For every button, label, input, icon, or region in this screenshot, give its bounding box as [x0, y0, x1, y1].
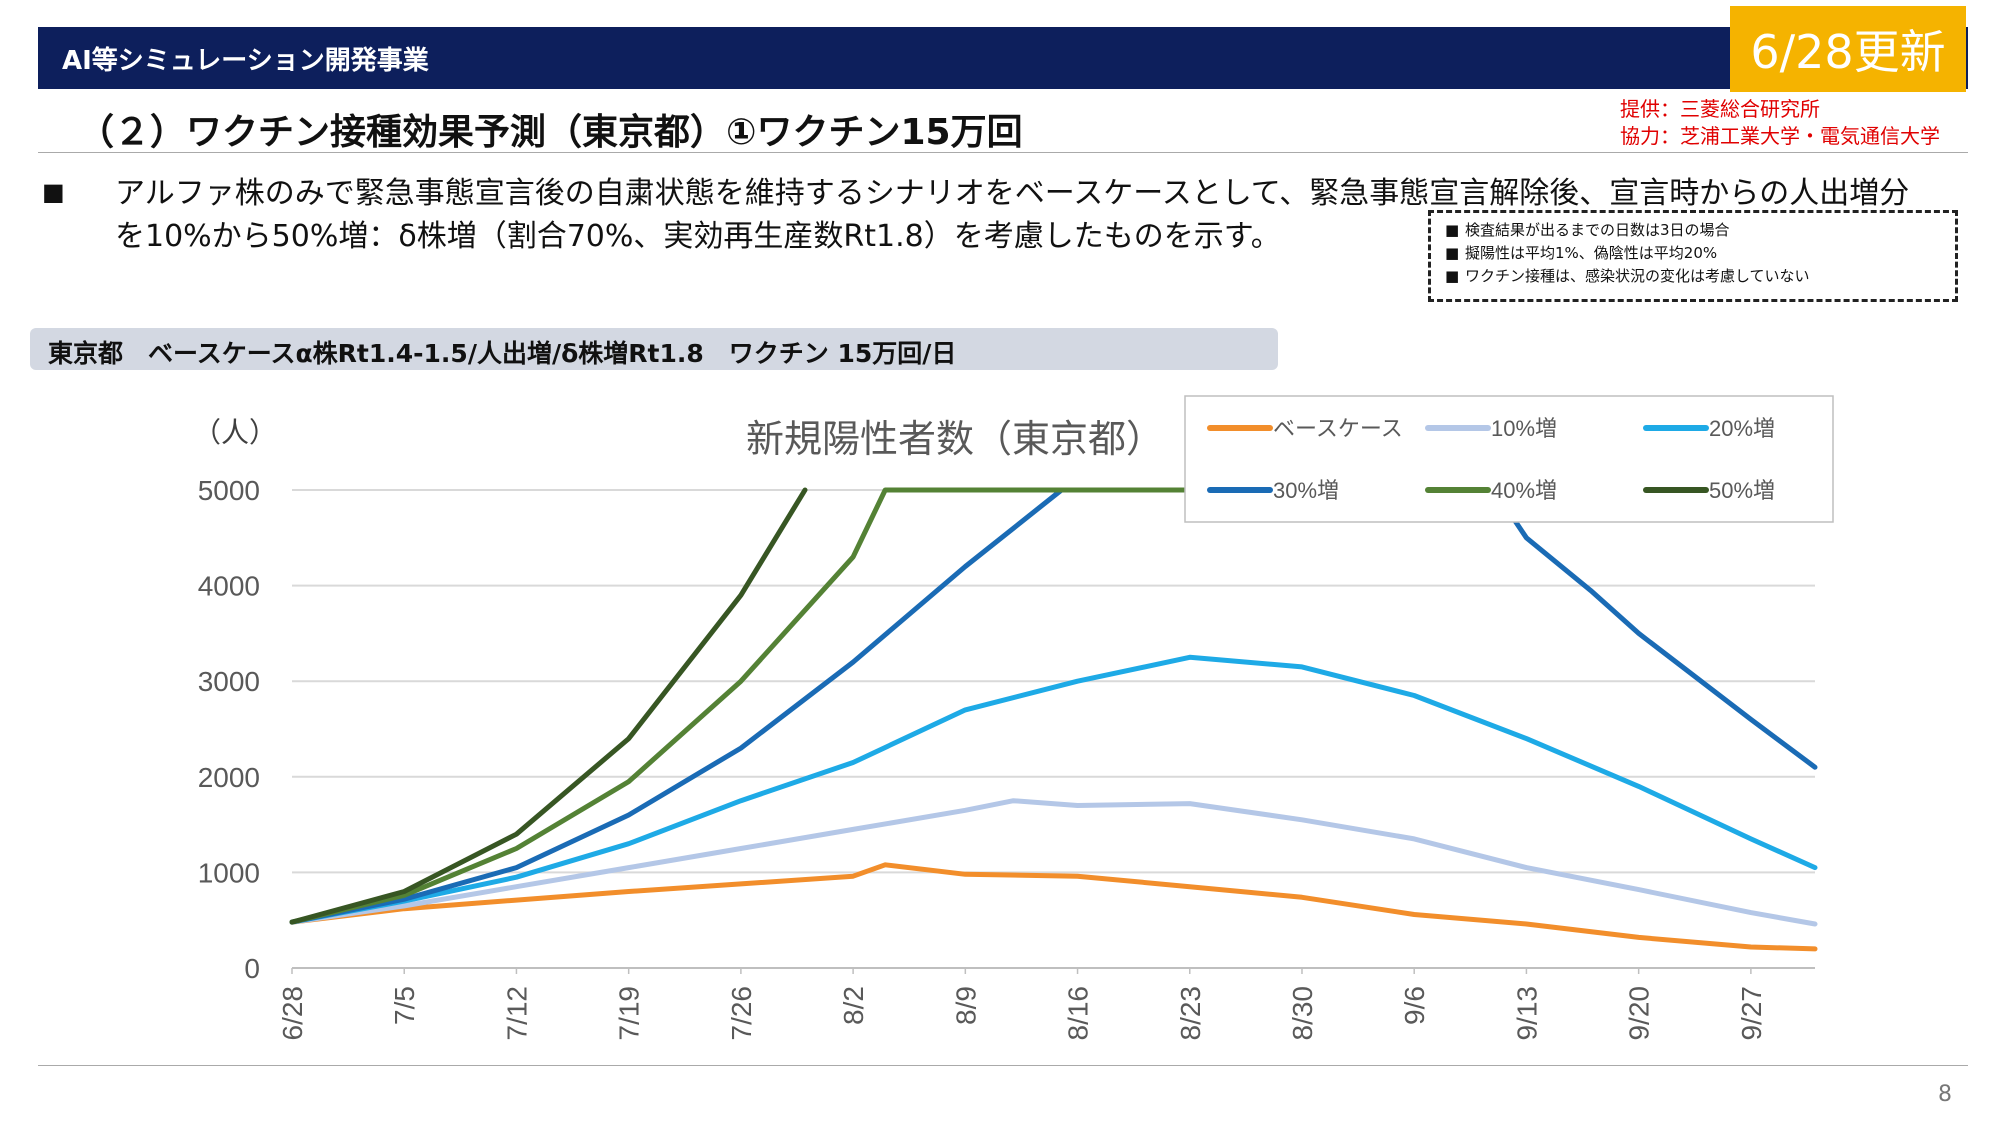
x-tick-label: 8/30 [1287, 986, 1318, 1041]
series-line [289, 654, 1818, 925]
x-tick-label: 7/26 [726, 986, 757, 1041]
legend-label: 20%増 [1709, 416, 1775, 441]
credits: 提供：三菱総合研究所 協力：芝浦工業大学・電気通信大学 [1620, 96, 1940, 150]
legend-label: 10%増 [1491, 416, 1557, 441]
credit-provider: 提供：三菱総合研究所 [1620, 97, 1820, 121]
legend-label: 40%増 [1491, 478, 1557, 503]
note-text: 擬陽性は平均1%、偽陰性は平均20% [1465, 244, 1718, 262]
header-title: AI等シミュレーション開発事業 [62, 46, 429, 76]
update-badge: 6/28更新 [1730, 6, 1966, 92]
series-line [289, 487, 808, 925]
x-tick-label: 9/13 [1511, 986, 1542, 1041]
note-bullet: ■ [1445, 244, 1460, 262]
bullet-marker: ■ [42, 178, 65, 206]
y-tick-label: 2000 [198, 762, 260, 793]
footer-divider [38, 1065, 1968, 1066]
series-line [289, 798, 1818, 927]
notes-box: ■ 検査結果が出るまでの日数は3日の場合 ■ 擬陽性は平均1%、偽陰性は平均20% … [1428, 210, 1958, 302]
y-tick-label: 0 [244, 953, 260, 984]
legend-label: ベースケース [1273, 416, 1403, 441]
x-tick-label: 9/6 [1399, 986, 1430, 1025]
note-item: ■ 検査結果が出るまでの日数は3日の場合 [1445, 219, 1941, 242]
y-tick-label: 4000 [198, 571, 260, 602]
y-tick-label: 3000 [198, 666, 260, 697]
description-text: アルファ株のみで緊急事態宣言後の自粛状態を維持するシナリオをベースケースとして、… [115, 176, 1910, 254]
x-tick-label: 8/9 [950, 986, 981, 1025]
y-tick-label: 1000 [198, 857, 260, 888]
series-line [289, 487, 1818, 925]
x-tick-label: 8/23 [1175, 986, 1206, 1041]
page-heading: （２）ワクチン接種効果予測（東京都）①ワクチン15万回 [78, 112, 1023, 153]
series-line [289, 862, 1818, 952]
note-text: ワクチン接種は、感染状況の変化は考慮していない [1465, 267, 1810, 285]
x-tick-label: 7/12 [501, 986, 532, 1041]
x-tick-label: 8/16 [1063, 986, 1094, 1041]
note-item: ■ 擬陽性は平均1%、偽陰性は平均20% [1445, 242, 1941, 265]
x-tick-label: 9/27 [1736, 986, 1767, 1041]
chart-subheading: 東京都 ベースケースα株Rt1.4-1.5/人出増/δ株増Rt1.8 ワクチン … [48, 339, 957, 368]
chart-subheading-bar [30, 328, 1278, 370]
page-number: 8 [1938, 1082, 1952, 1107]
x-tick-label: 7/5 [389, 986, 420, 1025]
y-tick-label: 5000 [198, 475, 260, 506]
x-tick-label: 7/19 [614, 986, 645, 1041]
x-tick-label: 6/28 [277, 986, 308, 1041]
note-bullet: ■ [1445, 267, 1460, 285]
note-text: 検査結果が出るまでの日数は3日の場合 [1465, 221, 1730, 239]
chart-title: 新規陽性者数（東京都） [746, 419, 1164, 461]
divider [38, 152, 1968, 153]
header-bar [38, 27, 1968, 89]
x-tick-label: 8/2 [838, 986, 869, 1025]
y-axis-label: （人） [193, 417, 277, 448]
note-bullet: ■ [1445, 221, 1460, 239]
legend-label: 50%増 [1709, 478, 1775, 503]
legend-label: 30%増 [1273, 478, 1339, 503]
note-item: ■ ワクチン接種は、感染状況の変化は考慮していない [1445, 265, 1941, 288]
legend-box [1184, 395, 1834, 523]
series-line [289, 487, 1818, 925]
x-tick-label: 9/20 [1624, 986, 1655, 1041]
credit-cooperation: 協力：芝浦工業大学・電気通信大学 [1620, 124, 1940, 148]
